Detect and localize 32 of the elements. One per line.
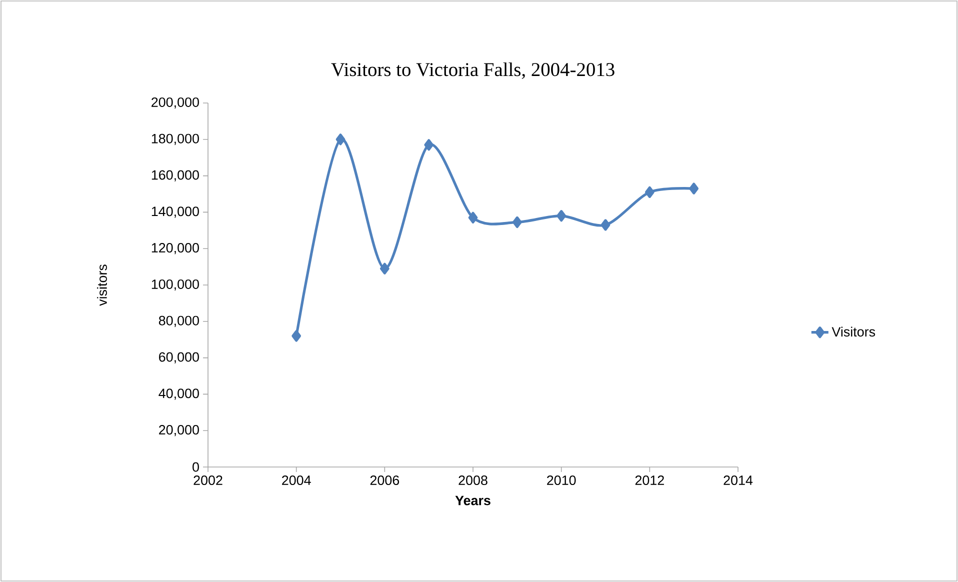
y-tick-label: 120,000 [152,243,199,254]
y-tick-label: 100,000 [152,279,199,291]
point [292,330,302,342]
point [600,219,610,231]
point [336,134,346,146]
point [380,262,390,274]
x-tick-label: 2008 [458,476,488,486]
point [424,139,434,151]
x-axis-title: Years [455,496,490,506]
x-tick-label: 2010 [547,476,576,486]
y-tick-label: 140,000 [152,206,199,218]
y-tick-label: 180,000 [152,134,199,145]
point [512,216,522,228]
y-tick-label: 160,000 [152,170,199,182]
legend-label: Visitors [832,326,876,337]
y-axis-title: visitors [97,264,107,306]
x-tick-label: 2004 [282,476,311,486]
y-tick-label: 0 [192,462,199,472]
y-tick-label: 60,000 [159,352,199,364]
point [689,182,699,194]
x-tick-label: 2006 [370,476,400,486]
point [644,186,654,198]
point [468,212,478,224]
x-tick-label: 2014 [724,476,753,486]
y-tick-label: 20,000 [159,425,199,436]
point [556,210,566,222]
chart-title: Visitors to Victoria Falls, 2004-2013 [331,62,614,79]
y-tick-label: 80,000 [158,316,199,327]
y-tick-label: 40,000 [158,388,199,400]
x-tick-label: 2002 [194,476,222,486]
x-tick-label: 2012 [635,476,664,486]
y-tick-label: 200,000 [152,97,199,109]
